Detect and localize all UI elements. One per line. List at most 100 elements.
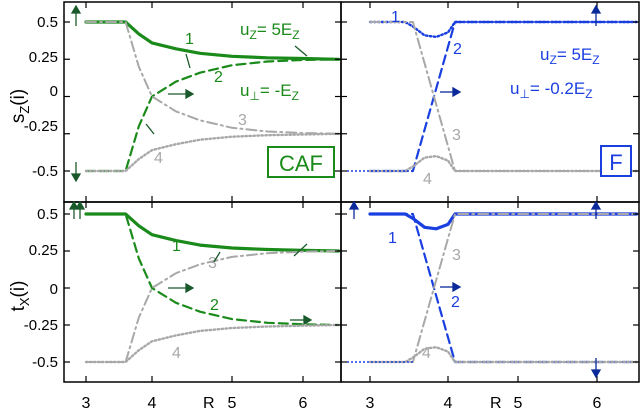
x-tick-labels: 3 4 5 6 3 4 5 6 (82, 395, 602, 412)
y-axis-label-top-main: s (8, 114, 29, 124)
caf-uz-val-sub: Z (292, 28, 299, 42)
curve-label-tl-4: 4 (154, 150, 163, 167)
caf-legend-box (267, 146, 335, 178)
x-tick-label-right-3: 3 (366, 395, 375, 412)
arrow-tl-4 (294, 45, 308, 57)
curve-label-tr-4: 4 (423, 171, 432, 188)
svg-text:tX(i): tX(i) (8, 281, 32, 312)
curve-labels-bl: 1 2 3 4 (172, 238, 219, 362)
series-line-topleft-4 (84, 132, 340, 173)
arrow-bl-4 (293, 243, 308, 257)
y-axis-label-top-sub: Z (17, 106, 32, 114)
caf-legend-label: CAF (279, 151, 323, 176)
x-tick-label-right-4: 4 (444, 395, 453, 412)
arrowhead-tr-1 (452, 86, 462, 98)
caf-uz-annotation: uZ= 5EZ (240, 20, 300, 42)
series-line-bottomright-3 (369, 213, 638, 363)
y-tick-label-bottom-0.5: 0.5 (37, 206, 58, 223)
f-uz-val-sub: Z (592, 53, 599, 67)
caf-up-sub: ⊥ (249, 89, 259, 103)
series-line-topleft-1 (84, 20, 341, 61)
arrowhead-bl-2 (185, 282, 195, 294)
caf-uperp-annotation: u⊥= -EZ (240, 81, 299, 103)
curve-label-br-3: 3 (452, 247, 461, 264)
series-line-topleft-2 (84, 58, 340, 173)
svg-text:sZ(i): sZ(i) (8, 89, 32, 123)
series-line-topright-3 (369, 21, 638, 172)
x-tick-label-left-5: 5 (228, 395, 237, 412)
y-tick-label-bottom-neg0.5: -0.5 (32, 354, 58, 371)
curve-label-tl-1: 1 (185, 31, 194, 48)
arrowhead-br-1 (452, 281, 462, 293)
y-axis-label-top-tail: (i) (8, 89, 29, 106)
caf-uz-u: u (240, 20, 249, 39)
f-up-sub: ⊥ (519, 87, 529, 101)
series-line-bottomleft-4 (84, 323, 340, 364)
y-tick-label-bottom-0: 0 (50, 281, 58, 298)
y-tick-label-top-0.5: 0.5 (37, 14, 58, 31)
caf-up-val-sub: Z (292, 89, 299, 103)
f-legend-box (600, 145, 632, 177)
f-uz-val: = 5E (557, 45, 592, 64)
caf-up-u: u (240, 81, 249, 100)
x-tick-label-left-3: 3 (82, 395, 91, 412)
curves-layer (84, 20, 639, 364)
spin-arrows (68, 4, 602, 379)
series-line-topright-2 (368, 20, 638, 173)
f-legend-label: F (609, 150, 622, 175)
y-tick-label-top-0: 0 (50, 83, 58, 100)
arrowhead-tl-down-1 (70, 173, 82, 183)
arrowhead-br-up-1 (348, 200, 360, 210)
y-tick-label-top-0.25: 0.25 (29, 49, 58, 66)
series-line-bottomright-4 (368, 346, 638, 364)
x-tick-label-left-6: 6 (299, 395, 308, 412)
x-tick-label-left-4: 4 (148, 395, 157, 412)
f-up-val-sub: Z (585, 87, 592, 101)
curve-labels-br: 1 2 3 4 (388, 230, 461, 362)
panel-bottom-left-frame (63, 201, 342, 383)
x-axis-label-left: R (203, 395, 215, 412)
arrowhead-br-down-1 (590, 369, 602, 379)
arrow-tl-3 (145, 123, 155, 135)
curve-label-br-2: 2 (451, 294, 460, 311)
series-line-topright-4 (368, 154, 638, 173)
arrow-tl-1 (185, 53, 191, 69)
x-tick-label-right-5: 5 (514, 395, 523, 412)
curve-label-bl-2: 2 (210, 297, 219, 314)
arrowhead-tl-2 (185, 88, 195, 100)
curve-labels-tl: 1 2 3 4 (154, 31, 247, 167)
series-line-bottomleft-3 (85, 250, 340, 363)
f-uperp-annotation: u⊥= -0.2EZ (510, 79, 593, 101)
ticks-layer (64, 2, 639, 382)
f-uz-sub: Z (549, 53, 556, 67)
arrowhead-br-up-2 (590, 200, 602, 210)
arrowhead-bl-up-2 (74, 200, 86, 210)
arrowhead-bl-3 (303, 314, 313, 326)
arrowhead-tr-up-1 (590, 4, 602, 14)
series-line-bottomleft-1 (84, 212, 341, 253)
f-up-val: = -0.2E (530, 79, 585, 98)
x-axis-label-right: R (490, 395, 502, 412)
curve-label-bl-3: 3 (208, 255, 217, 272)
curve-label-br-1: 1 (388, 230, 397, 247)
arrowhead-tl-up-1 (70, 4, 82, 14)
y-axis-label-bottom-tail: (i) (8, 281, 29, 298)
curve-label-tr-2: 2 (453, 41, 462, 58)
caf-uz-sub: Z (249, 28, 256, 42)
caf-up-val: = -E (260, 81, 292, 100)
y-tick-labels: 0.5 0.25 0 -0.25 -0.5 0.5 0.25 0 -0.25 -… (24, 14, 58, 371)
series-line-topleft-3 (85, 21, 340, 135)
curve-label-tl-3: 3 (238, 112, 247, 129)
series-line-bottomright-2 (368, 212, 638, 364)
y-tick-label-top-neg0.25: -0.25 (24, 118, 58, 135)
curve-label-tr-3: 3 (452, 127, 461, 144)
x-tick-label-right-6: 6 (593, 395, 602, 412)
y-tick-label-bottom-neg0.25: -0.25 (24, 317, 58, 334)
y-axis-label-bottom-main: t (8, 305, 29, 311)
curve-label-bl-4: 4 (172, 345, 181, 362)
y-axis-label-bottom: tX(i) (8, 281, 32, 312)
f-up-u: u (510, 79, 519, 98)
arrow-bl-1 (213, 251, 221, 263)
arrowhead-bl-up-1 (68, 200, 80, 210)
